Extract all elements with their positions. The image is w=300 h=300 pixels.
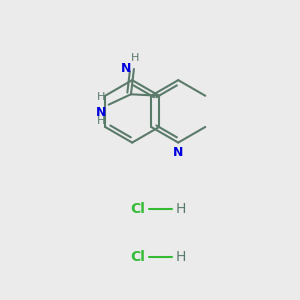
Text: N: N (121, 62, 131, 75)
Text: N: N (173, 146, 183, 159)
Text: H: H (176, 250, 186, 264)
Text: H: H (97, 92, 105, 102)
Text: H: H (131, 53, 140, 63)
Text: N: N (96, 106, 106, 119)
Text: H: H (176, 202, 186, 216)
Text: Cl: Cl (131, 250, 146, 264)
Text: H: H (97, 116, 105, 126)
Text: Cl: Cl (131, 202, 146, 216)
